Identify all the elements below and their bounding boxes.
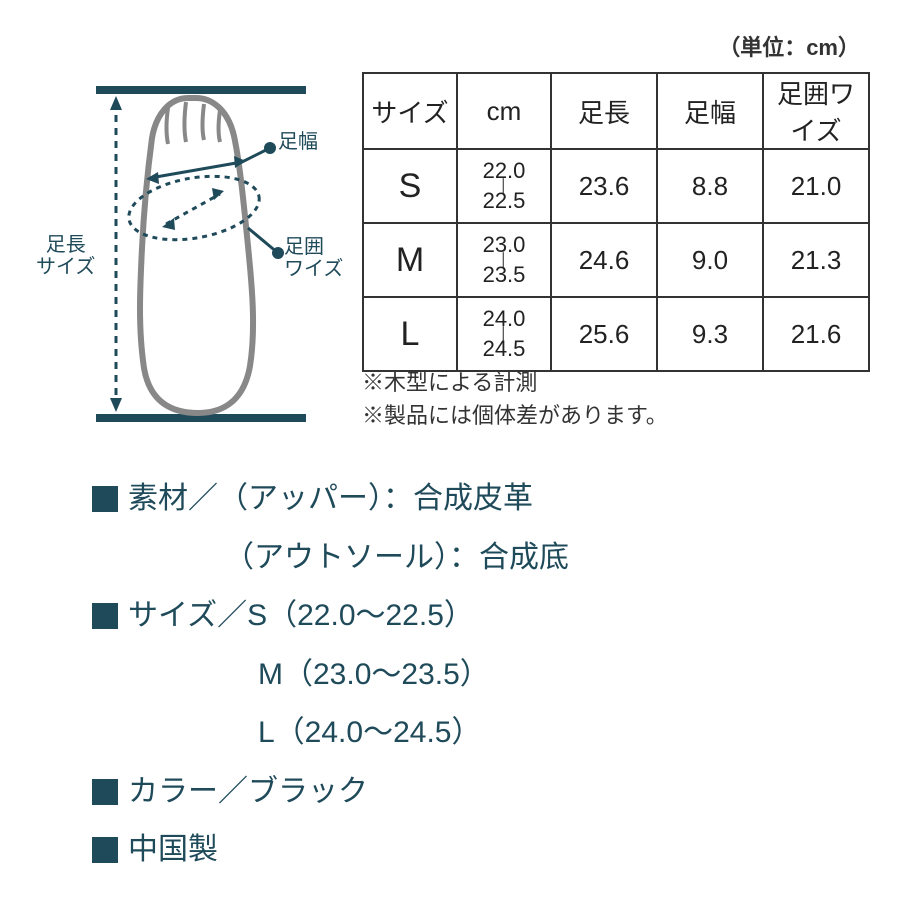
cell-cm: 22.0 │ 22.5 xyxy=(457,149,551,223)
col-header-girth: 足囲ワイズ xyxy=(763,73,869,149)
table-notes: ※木型による計測 ※製品には個体差があります。 xyxy=(362,366,668,432)
spec-material-outsole: （アウトソール）：合成底 xyxy=(224,529,569,588)
bullet-icon xyxy=(92,486,118,512)
cell-length: 25.6 xyxy=(551,297,657,371)
spec-size-l-row: L（24.0～24.5） xyxy=(92,704,569,763)
spec-material-text: 素材／（アッパー）：合成皮革 xyxy=(128,470,533,529)
col-header-width: 足幅 xyxy=(657,73,763,149)
spec-size-m: M（23.0～23.5） xyxy=(258,646,490,705)
cm-to: 24.5 xyxy=(483,338,526,360)
bullet-icon xyxy=(92,779,118,805)
bullet-icon xyxy=(92,603,118,629)
cell-girth: 21.6 xyxy=(763,297,869,371)
cell-width: 8.8 xyxy=(657,149,763,223)
note-line-2: ※製品には個体差があります。 xyxy=(362,399,668,432)
cell-girth: 21.0 xyxy=(763,149,869,223)
diagram-label-length-2: サイズ xyxy=(36,256,95,278)
cell-cm: 24.0 │ 24.5 xyxy=(457,297,551,371)
table-row: S 22.0 │ 22.5 23.6 8.8 21.0 xyxy=(363,149,869,223)
cell-length: 23.6 xyxy=(551,149,657,223)
spec-size: サイズ／S（22.0～22.5） xyxy=(92,587,569,646)
spec-origin-text: 中国製 xyxy=(128,821,218,880)
spec-list: 素材／（アッパー）：合成皮革 （アウトソール）：合成底 サイズ／S（22.0～2… xyxy=(92,470,569,880)
col-header-length: 足長 xyxy=(551,73,657,149)
diagram-label-length-1: 足長 xyxy=(36,234,95,256)
spec-color-text: カラー／ブラック xyxy=(128,763,368,822)
spec-size-l: L（24.0～24.5） xyxy=(258,704,481,763)
cell-size: L xyxy=(363,297,457,371)
unit-label: （単位：cm） xyxy=(718,30,860,62)
spec-size-m-row: M（23.0～23.5） xyxy=(92,646,569,705)
cell-width: 9.0 xyxy=(657,223,763,297)
table-header-row: サイズ cm 足長 足幅 足囲ワイズ xyxy=(363,73,869,149)
bullet-icon xyxy=(92,837,118,863)
diagram-label-girth-2: ワイズ xyxy=(284,258,343,280)
cell-size: M xyxy=(363,223,457,297)
table-row: L 24.0 │ 24.5 25.6 9.3 21.6 xyxy=(363,297,869,371)
foot-measurement-diagram: 足幅 足長 サイズ 足囲 ワイズ xyxy=(38,78,348,438)
spec-material: 素材／（アッパー）：合成皮革 xyxy=(92,470,569,529)
spec-origin: 中国製 xyxy=(92,821,569,880)
diagram-label-width: 足幅 xyxy=(278,131,318,153)
col-header-size: サイズ xyxy=(363,73,457,149)
table-row: M 23.0 │ 23.5 24.6 9.0 21.3 xyxy=(363,223,869,297)
spec-size-s: サイズ／S（22.0～22.5） xyxy=(128,587,474,646)
spec-color: カラー／ブラック xyxy=(92,763,569,822)
note-line-1: ※木型による計測 xyxy=(362,366,668,399)
cell-width: 9.3 xyxy=(657,297,763,371)
size-table: サイズ cm 足長 足幅 足囲ワイズ S 22.0 │ 22.5 23.6 8.… xyxy=(362,72,870,372)
cell-length: 24.6 xyxy=(551,223,657,297)
cell-size: S xyxy=(363,149,457,223)
cm-to: 22.5 xyxy=(483,190,526,212)
spec-material-line2: （アウトソール）：合成底 xyxy=(92,529,569,588)
cm-to: 23.5 xyxy=(483,264,526,286)
cell-cm: 23.0 │ 23.5 xyxy=(457,223,551,297)
diagram-label-girth-1: 足囲 xyxy=(284,236,343,258)
col-header-cm: cm xyxy=(457,73,551,149)
cell-girth: 21.3 xyxy=(763,223,869,297)
